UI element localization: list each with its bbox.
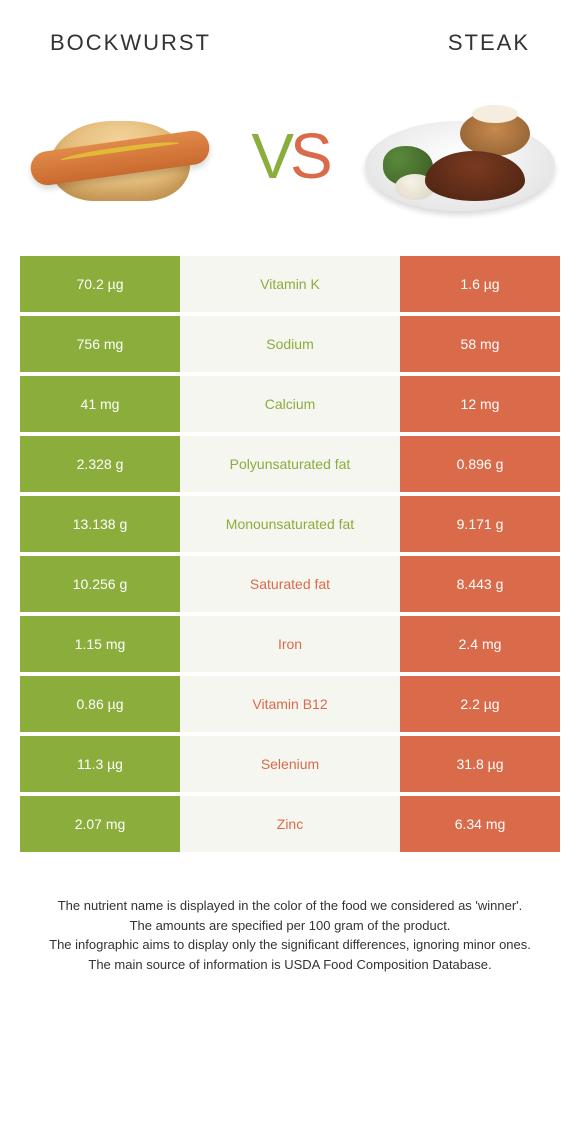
footnote: The nutrient name is displayed in the co… (0, 856, 580, 994)
cell-right-value: 8.443 g (400, 556, 560, 612)
table-row: 11.3 µgSelenium31.8 µg (20, 736, 560, 792)
cell-left-value: 41 mg (20, 376, 180, 432)
footnote-line: The amounts are specified per 100 gram o… (40, 916, 540, 936)
cell-left-value: 2.07 mg (20, 796, 180, 852)
table-row: 13.138 gMonounsaturated fat9.171 g (20, 496, 560, 552)
cell-right-value: 2.4 mg (400, 616, 560, 672)
vs-row: VS (0, 66, 580, 256)
food-image-right (360, 86, 560, 226)
food-image-left (20, 86, 220, 226)
header: BOCKWURST STEAK (0, 0, 580, 66)
cell-right-value: 31.8 µg (400, 736, 560, 792)
table-row: 1.15 mgIron2.4 mg (20, 616, 560, 672)
cell-right-value: 58 mg (400, 316, 560, 372)
cell-left-value: 11.3 µg (20, 736, 180, 792)
table-row: 2.328 gPolyunsaturated fat0.896 g (20, 436, 560, 492)
cell-nutrient-label: Saturated fat (180, 556, 400, 612)
vs-v: V (251, 120, 290, 192)
cell-nutrient-label: Vitamin K (180, 256, 400, 312)
cell-nutrient-label: Polyunsaturated fat (180, 436, 400, 492)
cell-left-value: 10.256 g (20, 556, 180, 612)
cell-right-value: 12 mg (400, 376, 560, 432)
cell-right-value: 0.896 g (400, 436, 560, 492)
vs-s: S (290, 120, 329, 192)
cell-left-value: 70.2 µg (20, 256, 180, 312)
food-title-right: STEAK (448, 30, 530, 56)
cell-nutrient-label: Vitamin B12 (180, 676, 400, 732)
table-row: 2.07 mgZinc6.34 mg (20, 796, 560, 852)
cell-left-value: 13.138 g (20, 496, 180, 552)
cell-nutrient-label: Iron (180, 616, 400, 672)
table-row: 0.86 µgVitamin B122.2 µg (20, 676, 560, 732)
table-row: 41 mgCalcium12 mg (20, 376, 560, 432)
cell-right-value: 1.6 µg (400, 256, 560, 312)
cell-right-value: 9.171 g (400, 496, 560, 552)
nutrient-table: 70.2 µgVitamin K1.6 µg756 mgSodium58 mg4… (0, 256, 580, 852)
cell-nutrient-label: Sodium (180, 316, 400, 372)
footnote-line: The infographic aims to display only the… (40, 935, 540, 955)
cell-nutrient-label: Selenium (180, 736, 400, 792)
cell-right-value: 2.2 µg (400, 676, 560, 732)
cell-left-value: 2.328 g (20, 436, 180, 492)
cell-nutrient-label: Calcium (180, 376, 400, 432)
footnote-line: The main source of information is USDA F… (40, 955, 540, 975)
cell-nutrient-label: Monounsaturated fat (180, 496, 400, 552)
cell-nutrient-label: Zinc (180, 796, 400, 852)
vs-label: VS (251, 119, 328, 193)
footnote-line: The nutrient name is displayed in the co… (40, 896, 540, 916)
table-row: 10.256 gSaturated fat8.443 g (20, 556, 560, 612)
cell-left-value: 1.15 mg (20, 616, 180, 672)
table-row: 756 mgSodium58 mg (20, 316, 560, 372)
cell-right-value: 6.34 mg (400, 796, 560, 852)
cell-left-value: 0.86 µg (20, 676, 180, 732)
table-row: 70.2 µgVitamin K1.6 µg (20, 256, 560, 312)
food-title-left: BOCKWURST (50, 30, 211, 56)
cell-left-value: 756 mg (20, 316, 180, 372)
